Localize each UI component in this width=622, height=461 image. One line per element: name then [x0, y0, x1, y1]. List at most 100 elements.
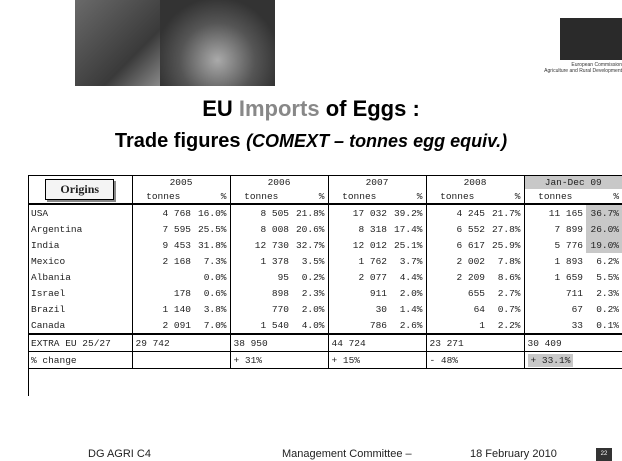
data-cell: 64: [425, 301, 488, 317]
data-cell: 1: [425, 317, 488, 334]
data-cell: 30: [327, 301, 390, 317]
data-cell: 2 002: [425, 253, 488, 269]
data-cell: 711: [523, 285, 586, 301]
total-row: % change + 31% + 15% - 48% + 33.1%: [28, 351, 622, 369]
data-cell: 911: [327, 285, 390, 301]
period-header: 2008: [425, 175, 524, 189]
data-cell: 3.5%: [301, 255, 325, 267]
data-cell: 2 209: [425, 269, 488, 285]
total-cell: + 15%: [327, 351, 426, 369]
data-cell: 3.8%: [203, 303, 227, 315]
data-cell: 2.7%: [497, 287, 521, 299]
data-row: Argentina 7 595 25.5% 8 008 20.6% 8 318 17.4% 6…: [28, 221, 622, 237]
data-cell: 25.5%: [197, 223, 227, 235]
data-cell: 898: [229, 285, 292, 301]
data-cell: 31.8%: [197, 239, 227, 251]
total-cell: + 33.1%: [523, 351, 622, 369]
data-cell: 2 091: [131, 317, 194, 334]
title-part: of Eggs :: [325, 96, 420, 121]
data-cell: 655: [425, 285, 488, 301]
data-cell: 16.0%: [197, 207, 227, 219]
period-header: 2005: [131, 175, 230, 189]
subheader: tonnes: [131, 189, 194, 205]
data-cell: 2.3%: [596, 287, 620, 299]
data-cell: 6 617: [425, 237, 488, 253]
origin-label: USA: [31, 207, 49, 219]
data-row: USA 4 768 16.0% 8 505 21.8% 17 032 39.2% 4 245 2…: [28, 204, 622, 221]
data-cell: 8 318: [327, 221, 390, 237]
subheader: %: [390, 189, 426, 205]
period-header: 2006: [229, 175, 328, 189]
data-cell: 2.0%: [399, 287, 423, 299]
data-cell: 2 168: [131, 253, 194, 269]
subheader: %: [488, 189, 524, 205]
origin-label: Mexico: [31, 255, 66, 267]
logo-line: Agriculture and Rural Development: [544, 68, 622, 74]
data-cell: 0.2%: [301, 271, 325, 283]
data-cell: 2 077: [327, 269, 390, 285]
title-part: Trade figures: [114, 130, 241, 152]
data-cell: 1 893: [523, 253, 586, 269]
data-cell: 21.7%: [491, 207, 521, 219]
eu-logo: [560, 18, 622, 60]
total-cell: 23 271: [425, 333, 524, 352]
period-header: Jan-Dec 09: [523, 175, 622, 189]
data-cell: 25.9%: [491, 239, 521, 251]
data-cell: 1 140: [131, 301, 194, 317]
title-part: (COMEXT – tonnes egg equiv.): [246, 131, 508, 151]
subheader: %: [194, 189, 230, 205]
data-cell: 0.6%: [203, 287, 227, 299]
data-cell: 33: [523, 317, 586, 334]
footer-text: 18 February 2010: [470, 448, 557, 460]
data-cell: 4 245: [425, 204, 488, 221]
data-cell: 1 659: [523, 269, 586, 285]
total-cell: - 48%: [425, 351, 524, 369]
data-cell: 0.1%: [596, 319, 620, 331]
data-cell: 9 453: [131, 237, 194, 253]
data-row: Brazil 1 140 3.8% 770 2.0% 30 1.4% 64 0.7% 67 0.2%: [28, 301, 622, 317]
data-cell: 786: [327, 317, 390, 334]
subheader: tonnes: [425, 189, 488, 205]
data-cell: 17 032: [327, 204, 390, 221]
total-cell: 29 742: [131, 333, 230, 352]
period-header: 2007: [327, 175, 426, 189]
total-row: EXTRA EU 25/27 29 742 38 950 44 724 23 271 30…: [28, 333, 622, 352]
data-row: Israel 178 0.6% 898 2.3% 911 2.0% 655 2.7% 711 2.3…: [28, 285, 622, 301]
data-cell: 2.3%: [301, 287, 325, 299]
title-part: Imports: [238, 96, 320, 121]
logo-text: European Commission Agriculture and Rura…: [530, 62, 622, 74]
origin-label: Israel: [31, 287, 66, 299]
data-cell: 178: [131, 285, 194, 301]
origin-label: Albania: [31, 271, 71, 283]
data-cell: 17.4%: [393, 223, 423, 235]
subheader: tonnes: [327, 189, 390, 205]
data-cell: 8.6%: [497, 271, 521, 283]
origin-label: Argentina: [31, 223, 83, 235]
data-cell: 19.0%: [586, 237, 622, 253]
origin-header-cell: Origins: [28, 175, 132, 205]
data-cell: 2.0%: [301, 303, 325, 315]
data-cell: 8 505: [229, 204, 292, 221]
total-cell: 38 950: [229, 333, 328, 352]
total-cell: + 31%: [229, 351, 328, 369]
data-cell: 1 378: [229, 253, 292, 269]
data-cell: 6.2%: [596, 255, 620, 267]
data-cell: 3.7%: [399, 255, 423, 267]
data-cell: 7.0%: [203, 319, 227, 331]
data-cell: 1 540: [229, 317, 292, 334]
photo-detail: [160, 0, 275, 86]
subheader: %: [586, 189, 622, 205]
subheader: tonnes: [229, 189, 292, 205]
data-row: Mexico 2 168 7.3% 1 378 3.5% 1 762 3.7% 2 002 7.…: [28, 253, 622, 269]
data-cell: 7.8%: [497, 255, 521, 267]
data-cell: 6 552: [425, 221, 488, 237]
data-cell: 2.2%: [497, 319, 521, 331]
data-cell: 20.6%: [295, 223, 325, 235]
data-cell: 26.0%: [586, 221, 622, 237]
total-cell: 44 724: [327, 333, 426, 352]
data-cell: 12 730: [229, 237, 292, 253]
data-row: Albania 0.0% 95 0.2% 2 077 4.4% 2 209 8.6% 1 659…: [28, 269, 622, 285]
data-cell: 25.1%: [393, 239, 423, 251]
data-cell: 0.2%: [596, 303, 620, 315]
data-cell: 11 165: [523, 204, 586, 221]
